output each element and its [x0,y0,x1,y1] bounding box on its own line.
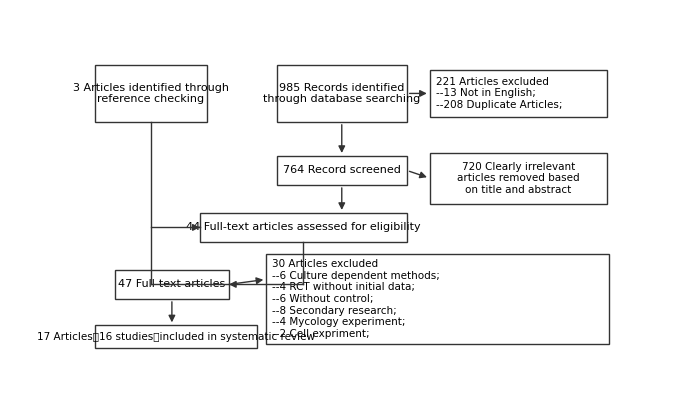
FancyBboxPatch shape [429,153,608,204]
FancyBboxPatch shape [266,254,608,344]
Text: 3 Articles identified through
reference checking: 3 Articles identified through reference … [73,83,229,104]
FancyBboxPatch shape [95,325,257,348]
FancyBboxPatch shape [277,156,407,185]
Text: 17 Articles（16 studies）included in systematic review: 17 Articles（16 studies）included in syste… [37,332,315,342]
FancyBboxPatch shape [95,65,207,122]
Text: 764 Record screened: 764 Record screened [283,166,401,176]
Text: 985 Records identified
through database searching: 985 Records identified through database … [263,83,421,104]
FancyBboxPatch shape [429,70,608,117]
Text: 30 Articles excluded
--6 Culture dependent methods;
--4 RCT without initial data: 30 Articles excluded --6 Culture depende… [273,259,440,339]
Text: 221 Articles excluded
--13 Not in English;
--208 Duplicate Articles;: 221 Articles excluded --13 Not in Englis… [436,77,562,110]
Text: 720 Clearly irrelevant
articles removed based
on title and abstract: 720 Clearly irrelevant articles removed … [458,162,580,195]
Text: 44 Full-text articles assessed for eligibility: 44 Full-text articles assessed for eligi… [186,222,421,232]
FancyBboxPatch shape [277,65,407,122]
Text: 47 Full-text articles: 47 Full-text articles [119,279,225,289]
FancyBboxPatch shape [115,270,229,299]
FancyBboxPatch shape [200,213,407,242]
